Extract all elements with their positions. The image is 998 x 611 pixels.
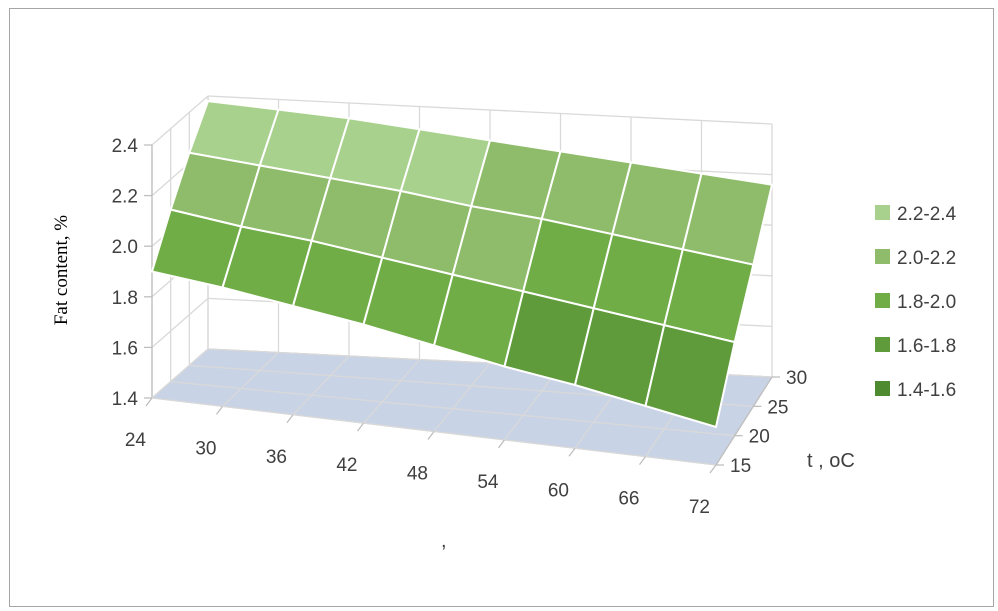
z-tick-label: 2.0	[112, 237, 138, 258]
side-wall-gridline	[151, 95, 209, 146]
legend-label: 1.8-2.0	[897, 292, 956, 313]
floor-gridline	[363, 359, 420, 424]
y-axis-title: t , oC	[807, 450, 855, 472]
x-tick-mark	[709, 464, 717, 474]
x-tick-label: 36	[266, 447, 287, 468]
side-wall-gridline	[151, 297, 209, 348]
x-tick-label: 72	[689, 497, 710, 518]
x-tick-label: 66	[618, 489, 639, 510]
x-tick-mark	[638, 456, 647, 466]
x-tick-mark	[568, 447, 576, 457]
x-axis-title: ,	[441, 530, 447, 552]
z-tick-label: 1.6	[112, 338, 138, 359]
legend-label: 2.0-2.2	[897, 248, 956, 269]
x-tick-label: 42	[336, 455, 357, 476]
legend-swatch	[875, 337, 890, 352]
z-tick-label: 1.8	[112, 288, 138, 309]
back-wall-gridline	[207, 95, 773, 125]
legend-label: 1.4-1.6	[897, 380, 956, 401]
x-tick-mark	[497, 439, 506, 449]
x-tick-label: 30	[195, 438, 216, 459]
z-axis-title: Fat content, %	[51, 215, 72, 325]
legend-swatch	[875, 293, 890, 308]
legend-label: 1.6-1.8	[897, 336, 956, 357]
legend-swatch	[875, 381, 890, 396]
y-tick-label: 15	[730, 456, 751, 477]
legend: 2.2-2.4 2.0-2.2 1.8-2.0 1.6-1.8 1.4-1.6	[875, 204, 957, 401]
legend-swatch	[875, 249, 890, 264]
z-tick-label: 2.4	[112, 136, 139, 157]
z-tick-label: 1.4	[112, 389, 139, 410]
tick-labels: 1.4 1.6 1.8 2.0 2.2 2.4 24 30 36 42 48 54 60 66 72 15 20…	[112, 136, 808, 518]
floor-gridline	[292, 355, 350, 416]
y-tick-label: 20	[749, 427, 770, 448]
floor-gridline	[433, 362, 491, 432]
x-tick-mark	[286, 414, 294, 424]
floor-gridline	[170, 381, 735, 437]
z-tick-label: 2.2	[112, 187, 138, 208]
floor-gridline	[151, 348, 209, 399]
x-tick-label: 60	[548, 480, 569, 501]
x-tick-label: 24	[125, 430, 147, 451]
surface-mesh	[150, 100, 774, 429]
floor-gridline	[222, 352, 279, 407]
x-tick-mark	[427, 431, 435, 440]
surface-cell	[644, 323, 736, 429]
x-tick-mark	[145, 397, 153, 407]
x-tick-mark	[215, 405, 224, 415]
x-tick-label: 48	[407, 464, 428, 485]
y-axis-line	[715, 376, 773, 466]
y-tick-label: 25	[767, 397, 788, 418]
legend-label: 2.2-2.4	[897, 204, 957, 225]
x-tick-mark	[356, 422, 365, 432]
legend-swatch	[875, 205, 890, 220]
y-tick-label: 30	[786, 368, 807, 389]
x-tick-label: 54	[477, 472, 499, 493]
